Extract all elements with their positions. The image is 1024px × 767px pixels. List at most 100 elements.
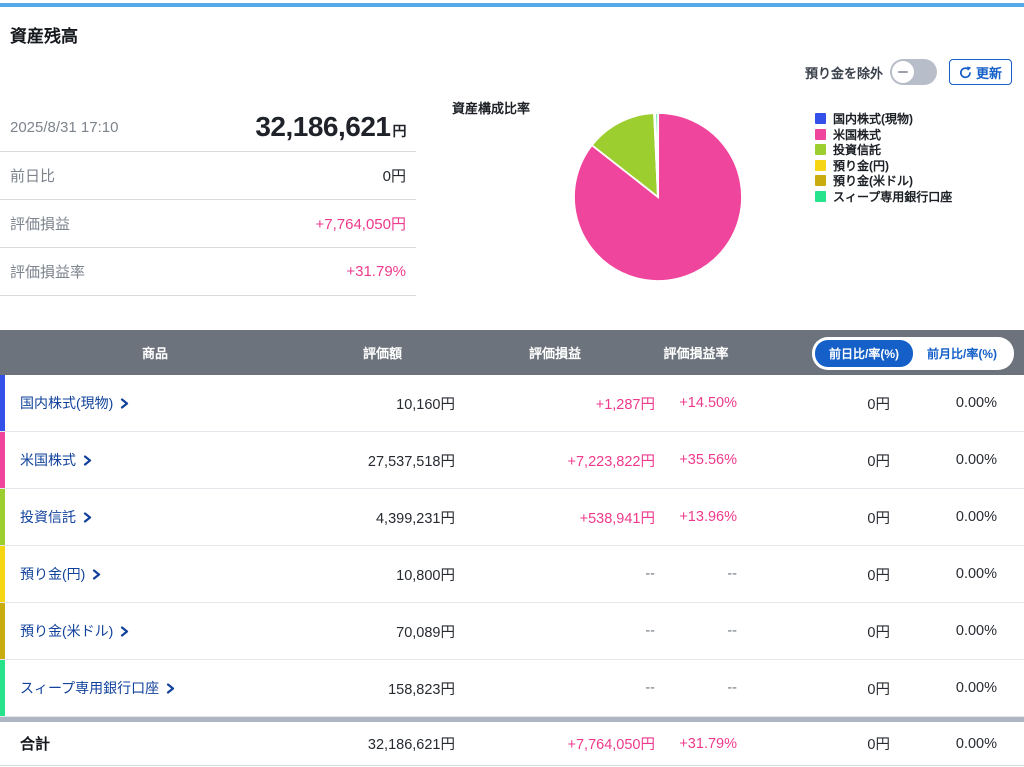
cell-pl: -- [645, 623, 655, 639]
cell-pl: -- [645, 680, 655, 696]
cell-value: 70,089円 [396, 624, 455, 641]
product-label: スィープ専用銀行口座 [20, 680, 160, 696]
cell-value: 27,537,518円 [367, 453, 455, 470]
table-row: 投資信託 4,399,231円 +538,941円 +13.96% 0円 0.00% [0, 489, 1024, 546]
row-color-strip [0, 375, 5, 431]
legend-item: 米国株式 [815, 127, 952, 143]
deposit-exclude-toggle[interactable] [889, 59, 937, 85]
summary-day-change-row: 前日比 0円 [0, 152, 416, 200]
product-link[interactable]: 預り金(米ドル) [0, 621, 310, 641]
cell-pl-rate: -- [727, 680, 737, 696]
cell-pl-rate: +35.56% [679, 452, 737, 468]
cell-pl-rate: -- [727, 566, 737, 582]
row-color-strip [0, 489, 5, 545]
product-label: 米国株式 [20, 452, 76, 468]
refresh-button[interactable]: 更新 [948, 59, 1012, 85]
product-link[interactable]: スィープ専用銀行口座 [0, 678, 310, 698]
table-header: 商品 評価額 評価損益 評価損益率 前日比/率(%) 前月比/率(%) [0, 330, 1024, 375]
total-day-change: 0円 [867, 737, 890, 753]
legend-item: 預り金(円) [815, 158, 952, 174]
total-value: 32,186,621円 [367, 737, 455, 753]
product-link[interactable]: 米国株式 [0, 450, 310, 470]
pie-chart-title: 資産構成比率 [452, 101, 531, 116]
total-divider [0, 717, 1024, 722]
period-toggle-group: 前日比/率(%) 前月比/率(%) [812, 337, 1014, 370]
table-row: 預り金(円) 10,800円 -- -- 0円 0.00% [0, 546, 1024, 603]
cell-pl: +1,287円 [595, 396, 655, 413]
table-row: 国内株式(現物) 10,160円 +1,287円 +14.50% 0円 0.00% [0, 375, 1024, 432]
cell-day-change: 0円 [867, 453, 890, 470]
asset-table: 商品 評価額 評価損益 評価損益率 前日比/率(%) 前月比/率(%) 国内株式… [0, 330, 1024, 766]
legend-swatch [815, 128, 826, 140]
summary-panel: 2025/8/31 17:10 32,186,621 円 前日比 0円 評価損益 … [0, 103, 416, 296]
pie-slice [590, 112, 659, 199]
cell-pl: +538,941円 [579, 510, 655, 527]
summary-pl-row: 評価損益 +7,764,050円 [0, 200, 416, 248]
summary-total-unit: 円 [392, 123, 407, 139]
chevron-right-icon [120, 625, 129, 637]
row-color-strip [0, 660, 5, 716]
day-change-pill-button[interactable]: 前日比/率(%) [815, 340, 913, 367]
total-day-rate: 0.00% [955, 735, 997, 752]
cell-pl-rate: +14.50% [679, 395, 737, 411]
table-row: スィープ専用銀行口座 158,823円 -- -- 0円 0.00% [0, 660, 1024, 717]
deposit-exclude-toggle-wrap: 預り金を除外 [805, 59, 937, 85]
product-link[interactable]: 預り金(円) [0, 564, 310, 584]
cell-pl-rate: +13.96% [679, 509, 737, 525]
legend-item: スィープ専用銀行口座 [815, 189, 952, 205]
legend-label: 預り金(円) [833, 158, 889, 173]
cell-pl-rate: -- [727, 623, 737, 639]
pie-slice [654, 112, 659, 198]
summary-pl-rate-row: 評価損益率 +31.79% [0, 248, 416, 296]
col-header-product: 商品 [141, 346, 168, 361]
table-total-row: 合計 32,186,621円 +7,764,050円 +31.79% 0円 0.… [0, 722, 1024, 766]
header-controls: 預り金を除外 更新 [805, 58, 1012, 86]
table-body: 国内株式(現物) 10,160円 +1,287円 +14.50% 0円 0.00% 米国株式… [0, 375, 1024, 717]
cell-day-change: 0円 [867, 681, 890, 698]
summary-total-row: 2025/8/31 17:10 32,186,621 円 [0, 103, 416, 152]
refresh-button-label: 更新 [975, 65, 1002, 81]
legend-swatch [815, 159, 826, 171]
table-row: 米国株式 27,537,518円 +7,223,822円 +35.56% 0円 0.00% [0, 432, 1024, 489]
legend-item: 預り金(米ドル) [815, 173, 952, 189]
row-color-strip [0, 603, 5, 659]
summary-total-value: 32,186,621 円 [255, 111, 406, 143]
month-change-pill-button[interactable]: 前月比/率(%) [913, 340, 1011, 367]
cell-day-rate: 0.00% [955, 452, 997, 468]
product-link[interactable]: 国内株式(現物) [0, 393, 310, 413]
table-row: 預り金(米ドル) 70,089円 -- -- 0円 0.00% [0, 603, 1024, 660]
summary-timestamp: 2025/8/31 17:10 [10, 118, 119, 136]
total-pl-rate: +31.79% [679, 735, 737, 752]
summary-row-label: 前日比 [10, 168, 56, 185]
chevron-right-icon [166, 682, 175, 694]
total-pl: +7,764,050円 [567, 737, 655, 753]
legend-swatch [815, 190, 826, 202]
chevron-right-icon [120, 397, 129, 409]
top-accent-bar [0, 3, 1024, 7]
toggle-knob [891, 61, 914, 83]
legend-item: 投資信託 [815, 142, 952, 158]
legend-label: 投資信託 [833, 143, 882, 158]
summary-row-value: +31.79% [346, 263, 406, 280]
cell-day-change: 0円 [867, 510, 890, 527]
legend-swatch [815, 144, 826, 156]
page-title: 資産残高 [10, 27, 78, 46]
row-color-strip [0, 432, 5, 488]
cell-day-rate: 0.00% [955, 395, 997, 411]
legend-label: スィープ専用銀行口座 [833, 189, 953, 204]
legend-swatch [815, 113, 826, 125]
cell-pl: +7,223,822円 [567, 453, 655, 470]
chevron-right-icon [92, 568, 101, 580]
cell-day-change: 0円 [867, 624, 890, 641]
cell-day-change: 0円 [867, 567, 890, 584]
cell-day-rate: 0.00% [955, 623, 997, 639]
row-color-strip [0, 546, 5, 602]
col-header-value: 評価額 [362, 346, 402, 361]
product-link[interactable]: 投資信託 [0, 507, 310, 527]
legend-label: 預り金(米ドル) [833, 174, 913, 189]
summary-total-number: 32,186,621 [255, 111, 391, 142]
cell-day-change: 0円 [867, 396, 890, 413]
product-label: 預り金(円) [20, 566, 86, 582]
cell-value: 10,800円 [396, 567, 455, 584]
